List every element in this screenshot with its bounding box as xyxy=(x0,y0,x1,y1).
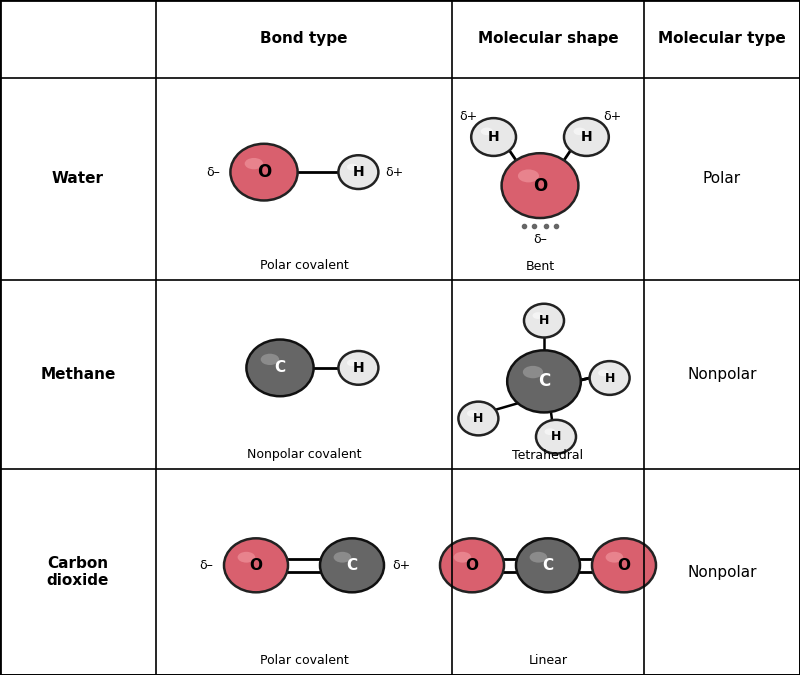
Text: δ–: δ– xyxy=(533,233,547,246)
Circle shape xyxy=(564,118,609,156)
Text: C: C xyxy=(346,558,358,573)
Circle shape xyxy=(320,539,384,593)
Ellipse shape xyxy=(518,169,539,182)
Text: O: O xyxy=(533,177,547,194)
Text: Bond type: Bond type xyxy=(260,31,348,47)
Text: O: O xyxy=(257,163,271,181)
Text: Molecular type: Molecular type xyxy=(658,31,786,47)
Ellipse shape xyxy=(245,158,263,169)
Circle shape xyxy=(224,539,288,593)
Ellipse shape xyxy=(606,552,623,563)
Circle shape xyxy=(471,118,516,156)
Circle shape xyxy=(338,155,378,189)
Ellipse shape xyxy=(467,410,478,416)
Ellipse shape xyxy=(530,552,547,563)
Circle shape xyxy=(246,340,314,396)
Circle shape xyxy=(536,420,576,454)
Text: Nonpolar covalent: Nonpolar covalent xyxy=(246,448,362,461)
Ellipse shape xyxy=(533,312,543,319)
Text: H: H xyxy=(474,412,483,425)
Text: δ+: δ+ xyxy=(603,110,621,124)
Text: Bent: Bent xyxy=(526,260,554,273)
Text: H: H xyxy=(551,430,561,443)
Text: δ–: δ– xyxy=(206,165,220,179)
Ellipse shape xyxy=(238,552,255,563)
Text: H: H xyxy=(488,130,499,144)
Text: δ+: δ+ xyxy=(393,559,410,572)
Text: H: H xyxy=(539,314,549,327)
Text: O: O xyxy=(250,558,262,573)
Circle shape xyxy=(592,539,656,593)
Ellipse shape xyxy=(598,370,609,377)
Text: C: C xyxy=(274,360,286,375)
Text: Linear: Linear xyxy=(529,653,567,667)
Text: Water: Water xyxy=(52,171,104,186)
Text: C: C xyxy=(542,558,554,573)
Text: Tetrahedral: Tetrahedral xyxy=(513,449,583,462)
Circle shape xyxy=(507,350,581,412)
Text: H: H xyxy=(353,361,364,375)
Ellipse shape xyxy=(347,164,358,171)
Text: C: C xyxy=(538,373,550,390)
Ellipse shape xyxy=(523,366,543,378)
Circle shape xyxy=(502,153,578,218)
Text: δ+: δ+ xyxy=(459,110,477,124)
Text: Polar covalent: Polar covalent xyxy=(260,653,348,667)
Ellipse shape xyxy=(574,128,586,135)
Text: H: H xyxy=(581,130,592,144)
Text: Nonpolar: Nonpolar xyxy=(687,564,757,580)
Circle shape xyxy=(440,539,504,593)
Text: Carbon
dioxide: Carbon dioxide xyxy=(47,556,109,588)
Ellipse shape xyxy=(545,429,555,435)
Circle shape xyxy=(458,402,498,435)
Text: O: O xyxy=(466,558,478,573)
Ellipse shape xyxy=(347,359,358,366)
Ellipse shape xyxy=(481,128,493,135)
Text: Molecular shape: Molecular shape xyxy=(478,31,618,47)
Text: H: H xyxy=(353,165,364,179)
Text: Polar: Polar xyxy=(703,171,741,186)
Circle shape xyxy=(338,351,378,385)
Text: δ–: δ– xyxy=(199,559,214,572)
Ellipse shape xyxy=(454,552,471,563)
Ellipse shape xyxy=(334,552,351,563)
Ellipse shape xyxy=(261,354,279,365)
Circle shape xyxy=(230,144,298,200)
Text: Polar covalent: Polar covalent xyxy=(260,259,348,272)
Text: Methane: Methane xyxy=(40,367,116,382)
Circle shape xyxy=(524,304,564,338)
Circle shape xyxy=(590,361,630,395)
Text: H: H xyxy=(605,371,614,385)
Circle shape xyxy=(516,539,580,593)
Text: Nonpolar: Nonpolar xyxy=(687,367,757,382)
Text: δ+: δ+ xyxy=(386,165,403,179)
Text: O: O xyxy=(618,558,630,573)
